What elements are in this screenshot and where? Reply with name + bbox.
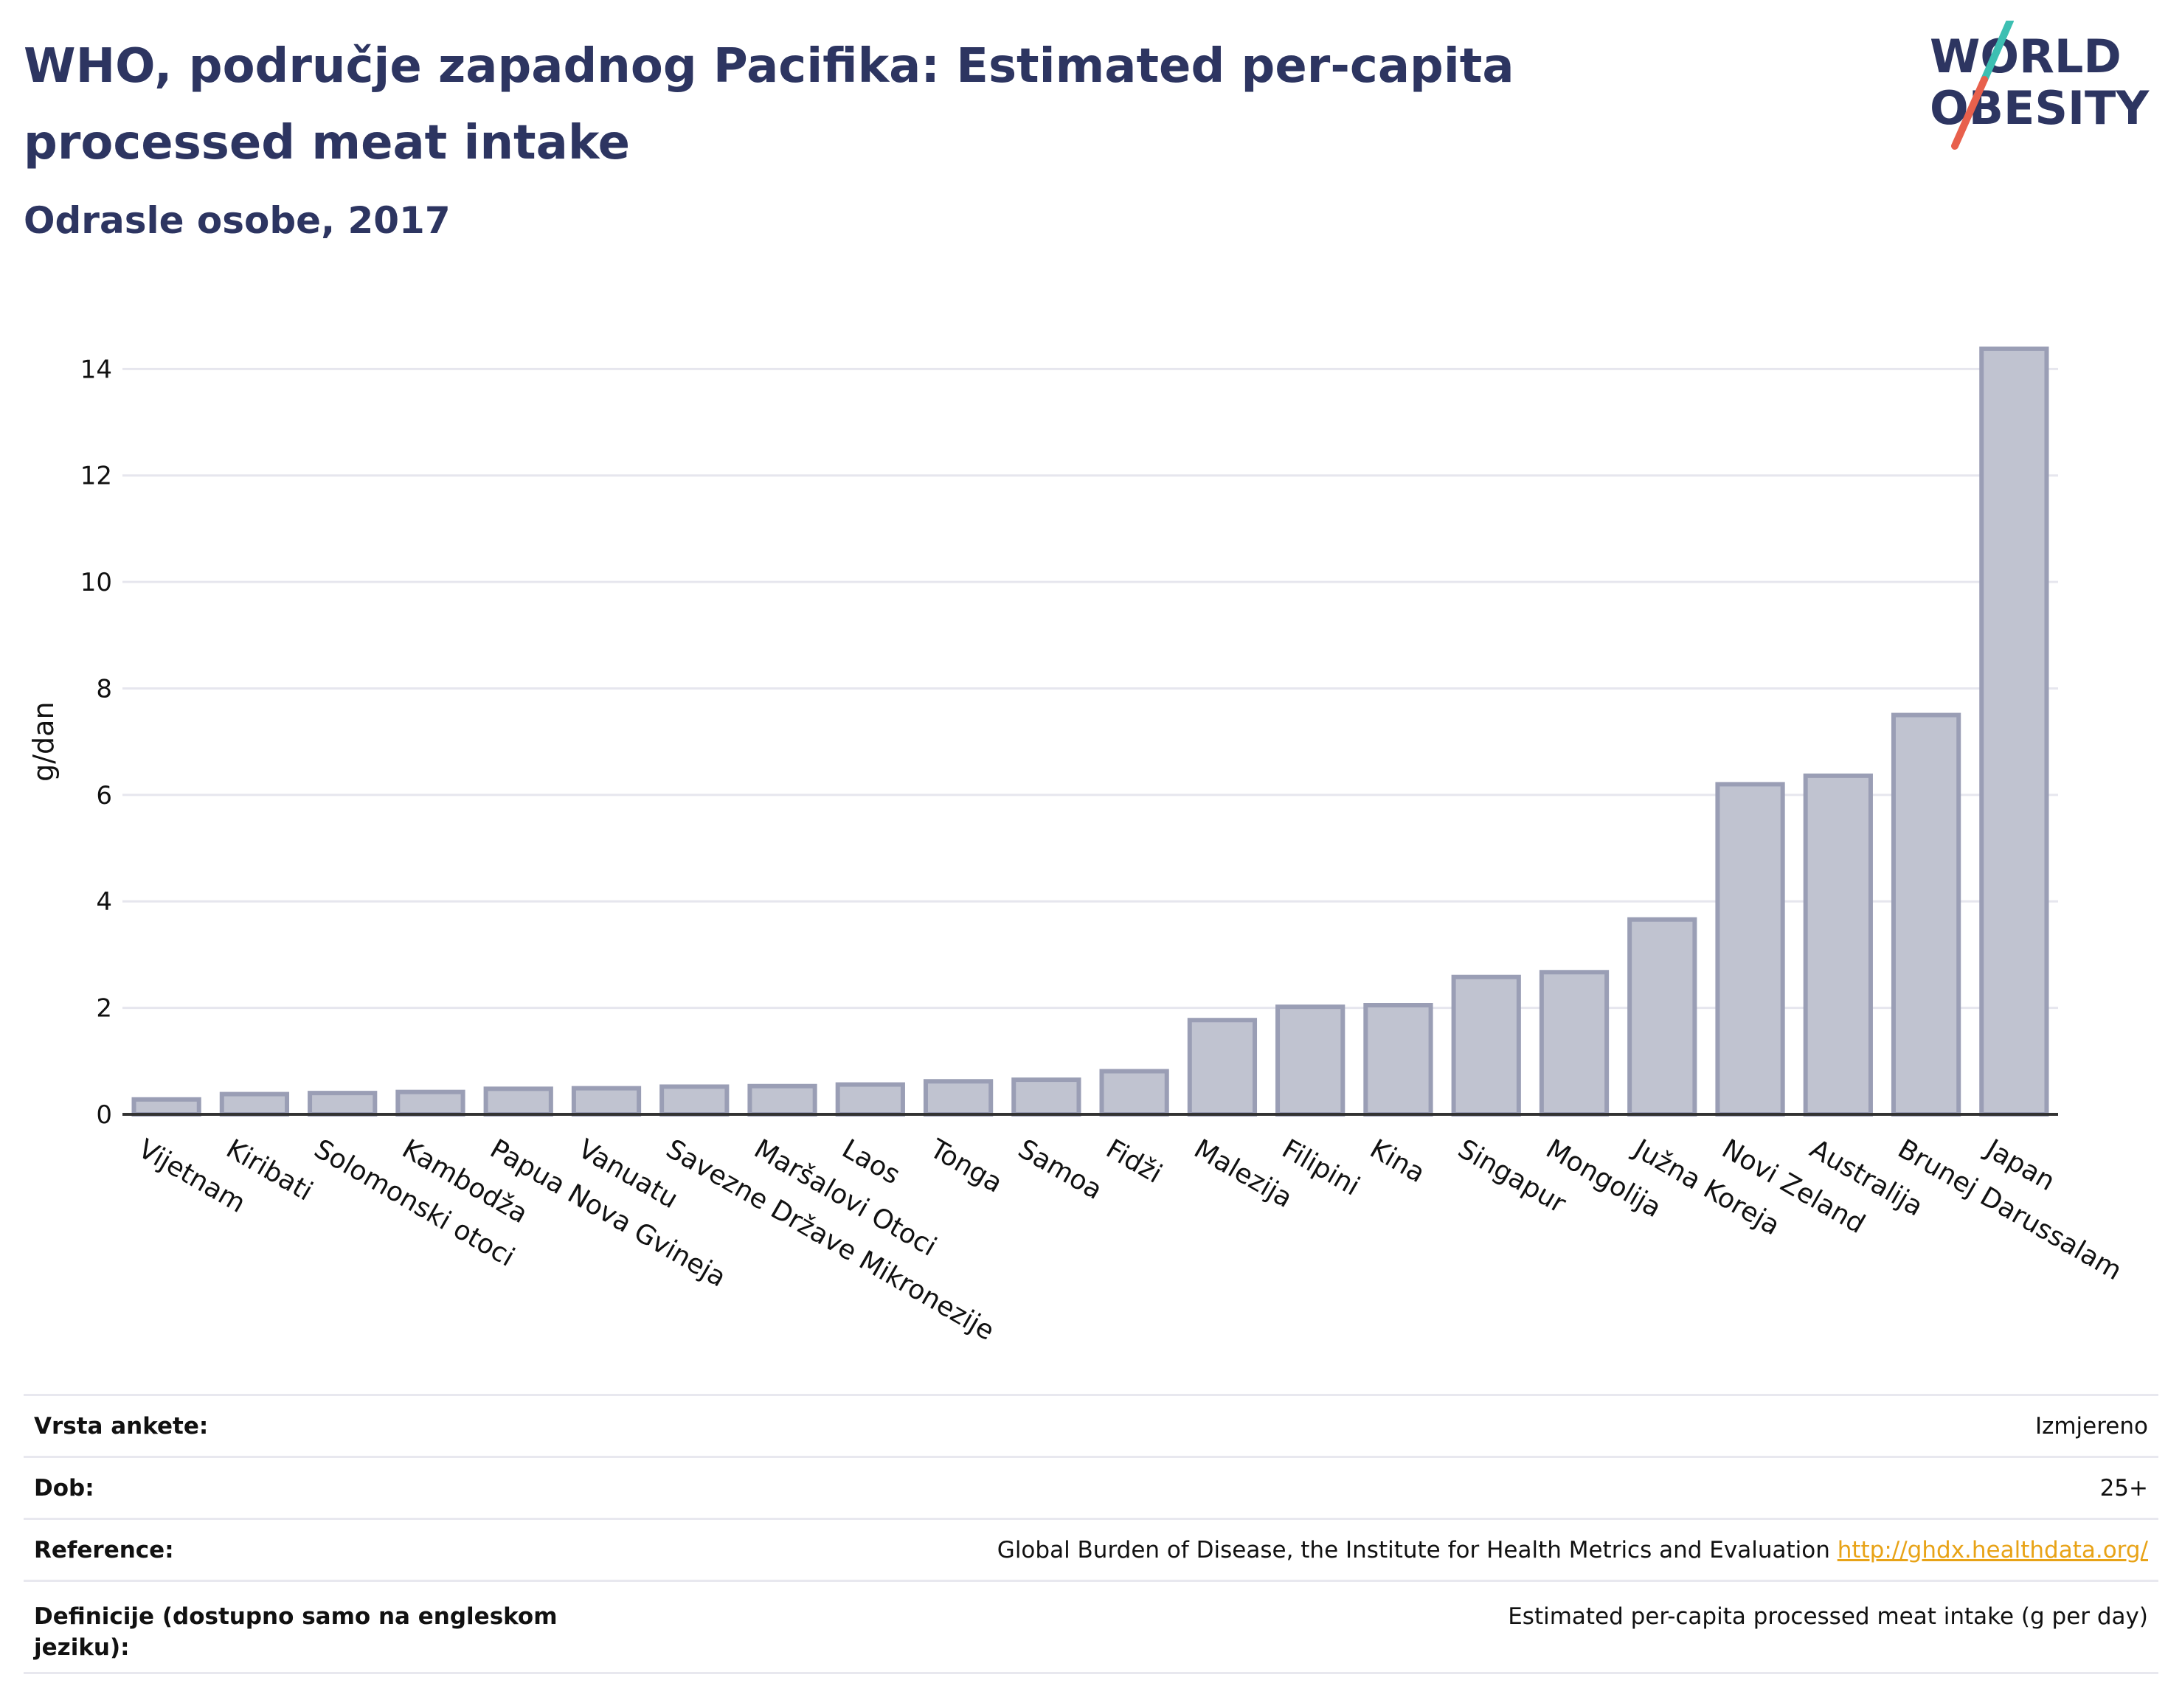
chart-title: WHO, područje zapadnog Pacifika: Estimat… bbox=[24, 39, 1514, 170]
bar[interactable] bbox=[1539, 970, 1610, 1117]
x-tick-label: Kina bbox=[1365, 1134, 1430, 1189]
meta-value: 25+ bbox=[2099, 1474, 2148, 1502]
bar[interactable] bbox=[308, 1091, 378, 1117]
meta-label: Reference: bbox=[34, 1536, 174, 1563]
meta-row-definitions: Definicije (dostupno samo na engleskom j… bbox=[24, 1580, 2158, 1674]
y-tick-labels: 0 2 4 6 8 10 12 14 bbox=[80, 355, 112, 1130]
bar[interactable] bbox=[571, 1086, 642, 1117]
meta-row-age: Dob: 25+ bbox=[24, 1456, 2158, 1518]
meta-row-reference: Reference: Global Burden of Disease, the… bbox=[24, 1518, 2158, 1580]
metadata-table: Vrsta ankete: Izmjereno Dob: 25+ Referen… bbox=[24, 1394, 2158, 1674]
y-tick-label: 6 bbox=[96, 781, 112, 810]
y-tick-label: 12 bbox=[80, 462, 112, 491]
bar[interactable] bbox=[1803, 773, 1873, 1117]
y-tick-label: 2 bbox=[96, 994, 112, 1024]
bar[interactable] bbox=[923, 1079, 994, 1117]
reference-text: Global Burden of Disease, the Institute … bbox=[997, 1536, 1830, 1563]
x-tick-label: Fidži bbox=[1101, 1134, 1167, 1189]
meta-value-reference: Global Burden of Disease, the Institute … bbox=[997, 1535, 2148, 1566]
bar[interactable] bbox=[1451, 974, 1521, 1117]
bar[interactable] bbox=[1187, 1018, 1258, 1117]
meta-label: Dob: bbox=[34, 1474, 94, 1502]
y-tick-label: 4 bbox=[96, 887, 112, 917]
meta-label: Definicije (dostupno samo na engleskom j… bbox=[34, 1603, 558, 1661]
world-obesity-logo[interactable]: WORLD OBESITY bbox=[1925, 21, 2169, 153]
y-tick-label: 8 bbox=[96, 674, 112, 704]
meta-row-survey-type: Vrsta ankete: Izmjereno bbox=[24, 1394, 2158, 1456]
x-tick-label: Tonga bbox=[924, 1134, 1008, 1199]
meta-value: Estimated per-capita processed meat inta… bbox=[1508, 1603, 2148, 1630]
bar[interactable] bbox=[1627, 917, 1697, 1117]
logo-slash-top bbox=[1981, 21, 2014, 83]
bar[interactable] bbox=[395, 1089, 465, 1117]
bar[interactable] bbox=[131, 1097, 201, 1117]
bar[interactable] bbox=[747, 1083, 817, 1117]
bar[interactable] bbox=[1363, 1003, 1433, 1117]
bar[interactable] bbox=[219, 1091, 290, 1117]
grid-lines bbox=[122, 367, 2058, 1010]
chart-subtitle: Odrasle osobe, 2017 bbox=[24, 199, 451, 242]
x-tick-label: Južna Koreja bbox=[1627, 1133, 1784, 1241]
y-tick-label: 0 bbox=[96, 1100, 112, 1130]
bar[interactable] bbox=[1275, 1004, 1345, 1117]
logo-word-1: WORLD bbox=[1930, 29, 2122, 83]
bar[interactable] bbox=[483, 1086, 553, 1117]
x-tick-label: Malezija bbox=[1189, 1134, 1298, 1214]
y-axis-label: g/dan bbox=[27, 701, 60, 781]
bar[interactable] bbox=[1011, 1077, 1081, 1117]
bars bbox=[131, 346, 2049, 1117]
bar[interactable] bbox=[1891, 712, 1961, 1117]
bar[interactable] bbox=[835, 1082, 905, 1117]
bar[interactable] bbox=[1979, 346, 2049, 1117]
logo-slash-bottom bbox=[1951, 76, 1988, 150]
y-tick-label: 10 bbox=[80, 568, 112, 597]
y-tick-label: 14 bbox=[80, 355, 112, 384]
bar[interactable] bbox=[1099, 1069, 1169, 1117]
bar[interactable] bbox=[659, 1084, 730, 1117]
meta-value: Izmjereno bbox=[2034, 1412, 2148, 1440]
meta-label: Vrsta ankete: bbox=[34, 1412, 209, 1440]
bar[interactable] bbox=[1715, 782, 1785, 1117]
x-tick-label: Samoa bbox=[1013, 1134, 1107, 1206]
reference-link[interactable]: http://ghdx.healthdata.org/ bbox=[1837, 1536, 2148, 1563]
